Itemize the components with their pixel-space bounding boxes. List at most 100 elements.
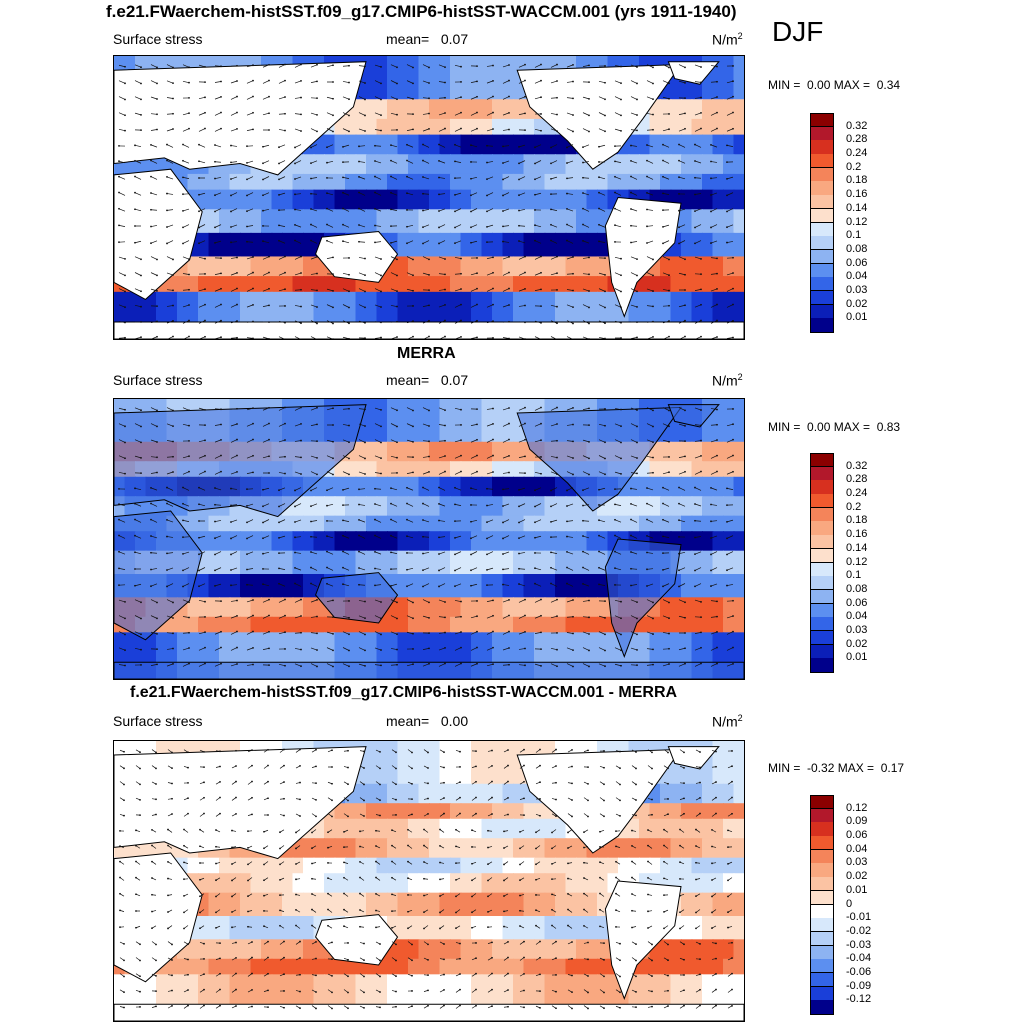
field-cell	[355, 632, 367, 679]
field-cell	[324, 515, 336, 533]
field-cell	[450, 939, 462, 960]
stress-vector-head	[508, 271, 510, 274]
field-cell	[156, 154, 168, 175]
field-cell	[471, 857, 483, 875]
stress-vector	[166, 320, 174, 324]
stress-vector-head	[198, 585, 200, 588]
stress-vector	[422, 240, 430, 244]
field-cell	[712, 276, 724, 293]
stress-vector-head	[502, 178, 504, 181]
stress-vector	[534, 272, 542, 276]
stress-vector	[134, 647, 142, 651]
stress-vector-head	[188, 304, 190, 306]
stress-vector-head	[390, 551, 392, 554]
stress-vector-head	[214, 144, 216, 146]
stress-vector-head	[204, 454, 206, 457]
field-cell	[649, 818, 661, 840]
stress-vector	[118, 615, 126, 619]
stress-vector-head	[123, 750, 125, 753]
field-cell	[345, 974, 357, 1021]
stress-vector	[694, 144, 702, 148]
field-cell	[576, 574, 588, 599]
stress-vector-head	[636, 258, 638, 261]
stress-vector	[422, 176, 430, 180]
stress-vector-head	[662, 159, 664, 162]
stress-vector-head	[278, 146, 280, 149]
stress-vector	[230, 320, 238, 324]
stress-vector-head	[150, 518, 152, 521]
stress-vector	[214, 288, 222, 292]
field-cell	[492, 783, 504, 805]
field-cell	[334, 892, 346, 917]
stress-vector-head	[614, 488, 616, 491]
stress-vector	[230, 112, 238, 116]
stress-vector	[550, 647, 558, 651]
stress-vector	[582, 631, 590, 635]
stress-vector-head	[572, 114, 574, 116]
field-cell	[313, 531, 325, 552]
stress-vector-head	[124, 114, 126, 117]
stress-vector	[294, 320, 302, 324]
panel2-variable-label: Surface stress	[113, 372, 203, 388]
stress-vector	[342, 487, 350, 491]
field-cell	[670, 939, 682, 960]
field-cell	[408, 173, 420, 191]
stress-vector-head	[572, 406, 574, 409]
stress-vector-head	[598, 519, 600, 522]
field-cell	[292, 232, 304, 258]
stress-vector	[598, 647, 606, 651]
stress-vector	[646, 439, 654, 443]
stress-vector-head	[374, 241, 376, 244]
field-cell	[471, 276, 483, 293]
stress-vector	[614, 96, 622, 100]
field-cell	[177, 276, 189, 293]
stress-vector	[534, 336, 542, 339]
stress-vector-head	[380, 274, 382, 277]
stress-vector	[230, 584, 238, 586]
field-cell	[145, 838, 157, 859]
stress-vector	[278, 336, 286, 339]
stress-vector	[150, 64, 158, 68]
stress-vector	[439, 336, 446, 339]
stress-vector-head	[540, 113, 542, 115]
stress-vector	[214, 177, 222, 179]
stress-vector	[502, 584, 510, 586]
stress-vector-head	[556, 615, 558, 618]
field-cell	[387, 154, 399, 175]
stress-vector	[358, 304, 366, 308]
field-cell	[523, 291, 535, 339]
field-cell	[208, 958, 220, 976]
stress-vector	[694, 160, 702, 164]
stress-vector	[214, 192, 222, 196]
panel2-mean: mean= 0.07	[386, 372, 469, 388]
field-cell	[723, 958, 735, 976]
field-cell	[513, 741, 525, 785]
field-cell	[324, 134, 336, 156]
field-cell	[649, 783, 661, 805]
stress-vector-head	[364, 114, 366, 117]
stress-vector-head	[326, 146, 328, 149]
field-cell	[450, 461, 462, 478]
stress-vector-head	[300, 305, 302, 308]
stress-vector-head	[662, 568, 664, 571]
stress-vector-head	[604, 600, 606, 603]
stress-vector-head	[588, 64, 590, 67]
stress-vector	[374, 407, 382, 411]
stress-vector-head	[262, 568, 264, 570]
stress-vector-head	[588, 97, 590, 100]
stress-vector-head	[396, 601, 398, 604]
field-cell	[166, 974, 178, 1021]
stress-vector	[310, 647, 318, 651]
stress-vector	[438, 551, 446, 555]
stress-vector-head	[588, 649, 590, 652]
stress-vector-head	[694, 536, 696, 539]
field-cell	[429, 857, 441, 875]
stress-vector-head	[678, 585, 680, 588]
stress-vector-head	[508, 79, 510, 82]
field-cell	[660, 783, 672, 805]
stress-vector	[582, 161, 590, 163]
stress-vector-head	[652, 409, 654, 412]
field-cell	[586, 209, 598, 234]
field-cell	[366, 134, 378, 156]
stress-vector	[598, 192, 606, 196]
